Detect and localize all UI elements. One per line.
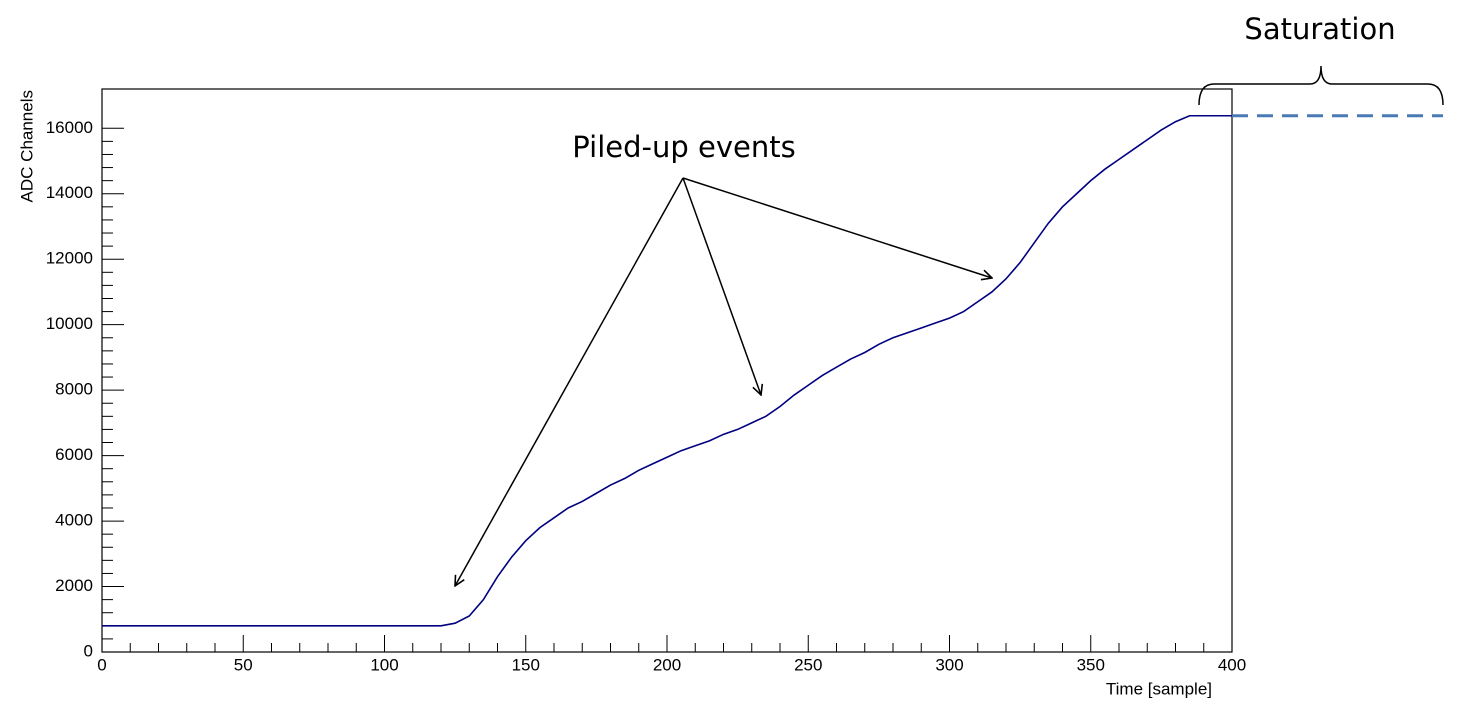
x-tick-label: 350 [1077,655,1105,674]
x-tick-label: 400 [1218,655,1246,674]
y-axis-label: ADC Channels [17,90,36,202]
y-tick-label: 2000 [55,576,93,595]
x-tick-label: 250 [794,655,822,674]
arrow [682,177,761,395]
arrow [682,177,992,278]
brace [1198,65,1444,106]
data-line [102,114,1232,627]
y-tick-label: 6000 [55,445,93,464]
x-tick-label: 150 [512,655,540,674]
x-tick-label: 0 [97,655,106,674]
annotation: Saturation [1244,12,1395,46]
y-tick-label: 16000 [46,118,93,137]
y-tick-label: 0 [84,641,93,660]
x-axis-label: Time [sample] [1106,679,1212,698]
x-tick-label: 200 [653,655,681,674]
arrow [455,177,684,586]
x-tick-label: 50 [234,655,253,674]
plot-frame [101,88,1233,653]
y-tick-label: 8000 [55,380,93,399]
y-tick-label: 12000 [46,249,93,268]
x-tick-label: 300 [935,655,963,674]
y-tick-label: 14000 [46,183,93,202]
y-tick-label: 10000 [46,314,93,333]
annotation: Piled-up events [572,130,795,164]
y-tick-label: 4000 [55,511,93,530]
arrows [455,65,1444,586]
x-tick-label: 100 [370,655,398,674]
